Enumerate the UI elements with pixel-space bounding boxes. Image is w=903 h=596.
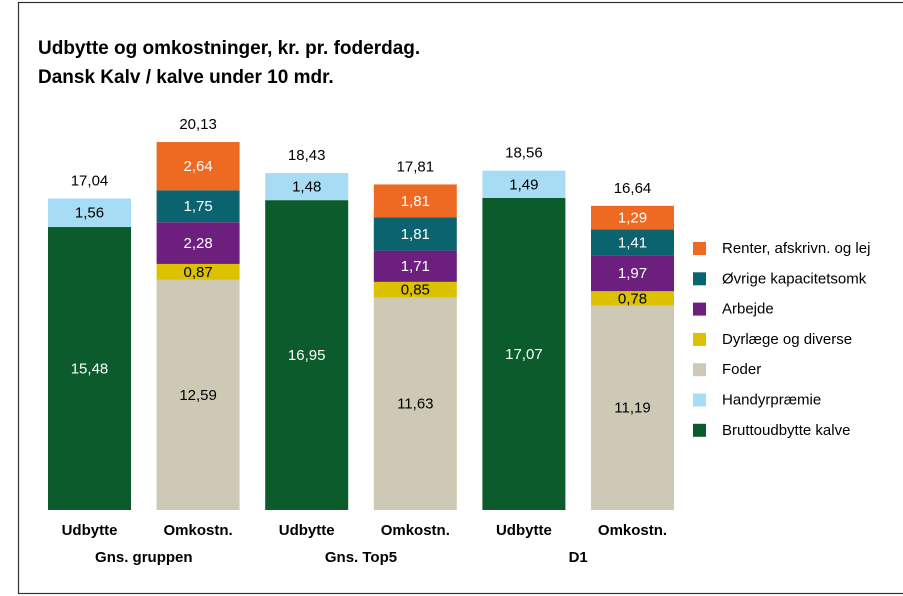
legend-swatch [693, 332, 706, 346]
chart-subtitle: Dansk Kalv / kalve under 10 mdr. [38, 67, 334, 88]
bar-segment [265, 173, 349, 201]
bar-segment [591, 205, 674, 230]
chart-title: Udbytte og omkostninger, kr. pr. foderda… [38, 38, 420, 59]
x-tick-label: Omkostn. [164, 522, 233, 539]
bar-segment [591, 255, 674, 292]
legend-label: Bruttoudbytte kalve [722, 422, 850, 439]
legend-label: Handyrpræmie [722, 391, 821, 408]
bar-segment [591, 229, 674, 256]
data-label: 1,75 [183, 198, 212, 215]
bar-segment [373, 184, 457, 218]
bar-segment [156, 190, 240, 223]
group-label: D1 [569, 549, 588, 566]
data-label: 17,07 [505, 346, 543, 363]
bar-segment [156, 279, 240, 510]
x-tick-label: Omkostn. [598, 522, 667, 539]
data-label: 1,81 [401, 193, 430, 210]
bar-segment [591, 291, 674, 306]
data-label: 1,29 [618, 210, 647, 227]
bar-segment [373, 297, 457, 510]
x-tick-label: Omkostn. [381, 522, 450, 539]
data-label: 1,48 [292, 179, 321, 196]
data-label: 2,64 [183, 158, 212, 175]
total-label: 17,81 [397, 158, 435, 175]
bar-segment [265, 200, 349, 511]
total-label: 16,64 [614, 180, 652, 197]
bar-segment [156, 222, 240, 264]
legend-swatch [693, 242, 706, 255]
data-label: 0,87 [183, 264, 212, 281]
data-label: 0,78 [618, 290, 647, 307]
legend-label: Foder [722, 361, 761, 378]
data-label: 1,81 [401, 226, 430, 243]
total-label: 17,04 [71, 172, 109, 189]
x-tick-label: Udbytte [279, 522, 335, 539]
data-label: 1,56 [75, 205, 104, 222]
data-label: 1,41 [618, 234, 647, 251]
legend-label: Renter, afskrivn. og lej [722, 240, 870, 257]
bar-segment [482, 197, 566, 511]
data-label: 1,97 [618, 265, 647, 282]
group-label: Gns. gruppen [95, 549, 193, 566]
total-label: 20,13 [179, 116, 217, 133]
legend-label: Arbejde [722, 301, 774, 318]
legend-swatch [693, 363, 706, 377]
bar-segment [482, 170, 566, 198]
data-label: 16,95 [288, 347, 326, 364]
bar-segment [373, 250, 457, 282]
legend-label: Dyrlæge og diverse [722, 331, 852, 348]
data-label: 1,49 [509, 176, 538, 193]
data-label: 12,59 [179, 387, 217, 404]
data-label: 0,85 [401, 282, 430, 299]
legend-swatch [693, 302, 706, 316]
legend-swatch [693, 272, 706, 286]
legend-swatch [693, 393, 706, 407]
total-label: 18,43 [288, 147, 326, 164]
group-label: Gns. Top5 [325, 549, 397, 566]
legend-label: Øvrige kapacitetsomk [722, 270, 867, 287]
x-tick-label: Udbytte [62, 522, 118, 539]
data-label: 11,63 [397, 396, 433, 413]
x-tick-label: Udbytte [496, 522, 552, 539]
bar-segment [156, 263, 240, 280]
bar-segment [373, 217, 457, 251]
frame [17, 1, 903, 595]
bar-segment [591, 305, 674, 510]
bar-segment [48, 227, 131, 510]
legend-swatch [693, 423, 706, 437]
data-label: 2,28 [183, 235, 212, 252]
data-label: 15,48 [71, 360, 109, 377]
data-label: 1,71 [401, 258, 430, 275]
bar-segment [48, 198, 131, 228]
total-label: 18,56 [505, 145, 543, 162]
bar-segment [156, 142, 240, 191]
data-label: 11,19 [614, 400, 650, 417]
bar-segment [373, 281, 457, 298]
